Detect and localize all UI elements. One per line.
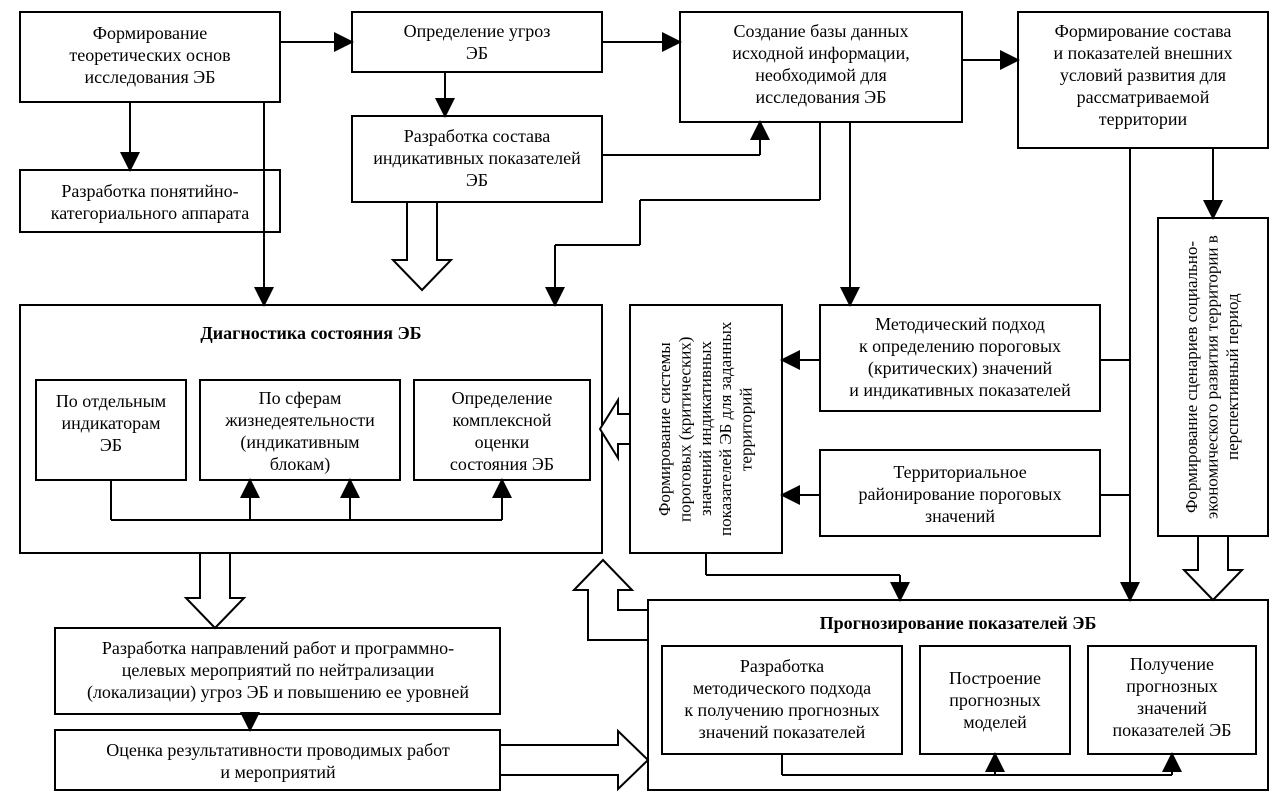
diag-c-l3: оценки [475,432,530,452]
hollow-eval-prog [500,731,648,789]
zoning-l1: Территориальное [893,462,1026,482]
diag-c-l2: комплексной [452,410,551,430]
diag-a-l2: индикаторам [61,413,160,433]
dev-l3: (локализации) угроз ЭБ и повышению ее ур… [87,682,469,703]
eval-l1: Оценка результативности проводимых работ [106,740,450,760]
hollow-diag-dev [186,553,244,628]
prog-c-l2: прогнозных [1126,676,1218,696]
svg-text:Разработка направлений работ и: Разработка направлений работ и программн… [87,638,469,703]
method-l3: (критических) значений [868,358,1053,379]
diag-b-l2: жизнедеятельности [224,410,375,430]
scenario-text: Формирование сценариев социально-экономи… [1182,222,1243,532]
threats-l2: ЭБ [466,43,488,63]
prog-a-l2: методического подхода [693,678,871,698]
prog-a-l1: Разработка [740,656,824,676]
dev-l2: целевых мероприятий по нейтрализации [122,660,435,680]
prog-b-l2: прогнозных [949,690,1041,710]
db-l3: необходимой для [755,65,887,85]
diag-c-l1: Определение [452,388,553,408]
diag-title: Диагностика состояния ЭБ [200,323,421,343]
hollow-thresh-diag [600,400,630,458]
concept-l1: Разработка понятийно- [61,181,238,201]
prog-a-l4: значений показателей [699,722,866,742]
prog-b-l3: моделей [963,712,1027,732]
flowchart-diagram: Формированиетеоретических основисследова… [0,0,1284,798]
thresh-sys-text: Формирование системы пороговых (критичес… [655,310,757,548]
threats-l1: Определение угроз [404,21,551,41]
db-l4: исследования ЭБ [755,87,886,107]
method-l4: и индикативных показателей [849,380,1071,400]
concept-l2: категориального аппарата [51,203,249,223]
prog-c-l3: значений [1137,698,1207,718]
hollow-prog-diag [574,560,648,640]
ext-l4: рассматриваемой [1077,87,1210,107]
method-l1: Методический подход [875,314,1045,334]
method-l2: к определению пороговых [859,336,1061,356]
theory-l3: исследования ЭБ [84,67,215,87]
eval-l2: и мероприятий [220,762,336,782]
diag-c-l4: состояния ЭБ [450,454,554,474]
zoning-l3: значений [925,506,995,526]
prog-c-l4: показателей ЭБ [1113,720,1232,740]
prog-title: Прогнозирование показателей ЭБ [820,613,1097,633]
ext-l2: и показателей внешних [1053,43,1232,63]
ext-l1: Формирование состава [1055,21,1232,41]
theory-l2: теоретических основ [69,45,230,65]
db-l2: исходной информации, [732,43,909,63]
dev-l1: Разработка направлений работ и программн… [102,638,454,658]
db-l1: Создание базы данных [733,21,908,41]
svg-text:Прогнозирование показателей ЭБ: Прогнозирование показателей ЭБ [820,613,1097,633]
indic-l3: ЭБ [466,170,488,190]
hollow-indic-diag [393,202,451,290]
ext-l3: условий развития для [1060,65,1226,85]
ext-l5: территории [1099,109,1188,129]
diag-a-l1: По отдельным [56,391,166,411]
diag-b-l4: блокам) [270,454,331,475]
indic-l1: Разработка состава [404,126,551,146]
diag-a-l3: ЭБ [100,435,122,455]
svg-text:Диагностика состояния ЭБ: Диагностика состояния ЭБ [200,323,421,343]
hollow-scenario-prog [1184,536,1242,600]
theory-l1: Формирование [93,23,207,43]
diag-b-l3: (индикативным [240,432,359,453]
svg-text:Формированиетеоретических осно: Формированиетеоретических основисследова… [69,23,230,87]
indic-l2: индикативных показателей [373,148,581,168]
prog-c-l1: Получение [1130,654,1214,674]
zoning-l2: районирование пороговых [858,484,1061,504]
diag-b-l1: По сферам [259,388,342,408]
prog-b-l1: Построение [949,668,1041,688]
prog-a-l3: к получению прогнозных [684,700,879,720]
